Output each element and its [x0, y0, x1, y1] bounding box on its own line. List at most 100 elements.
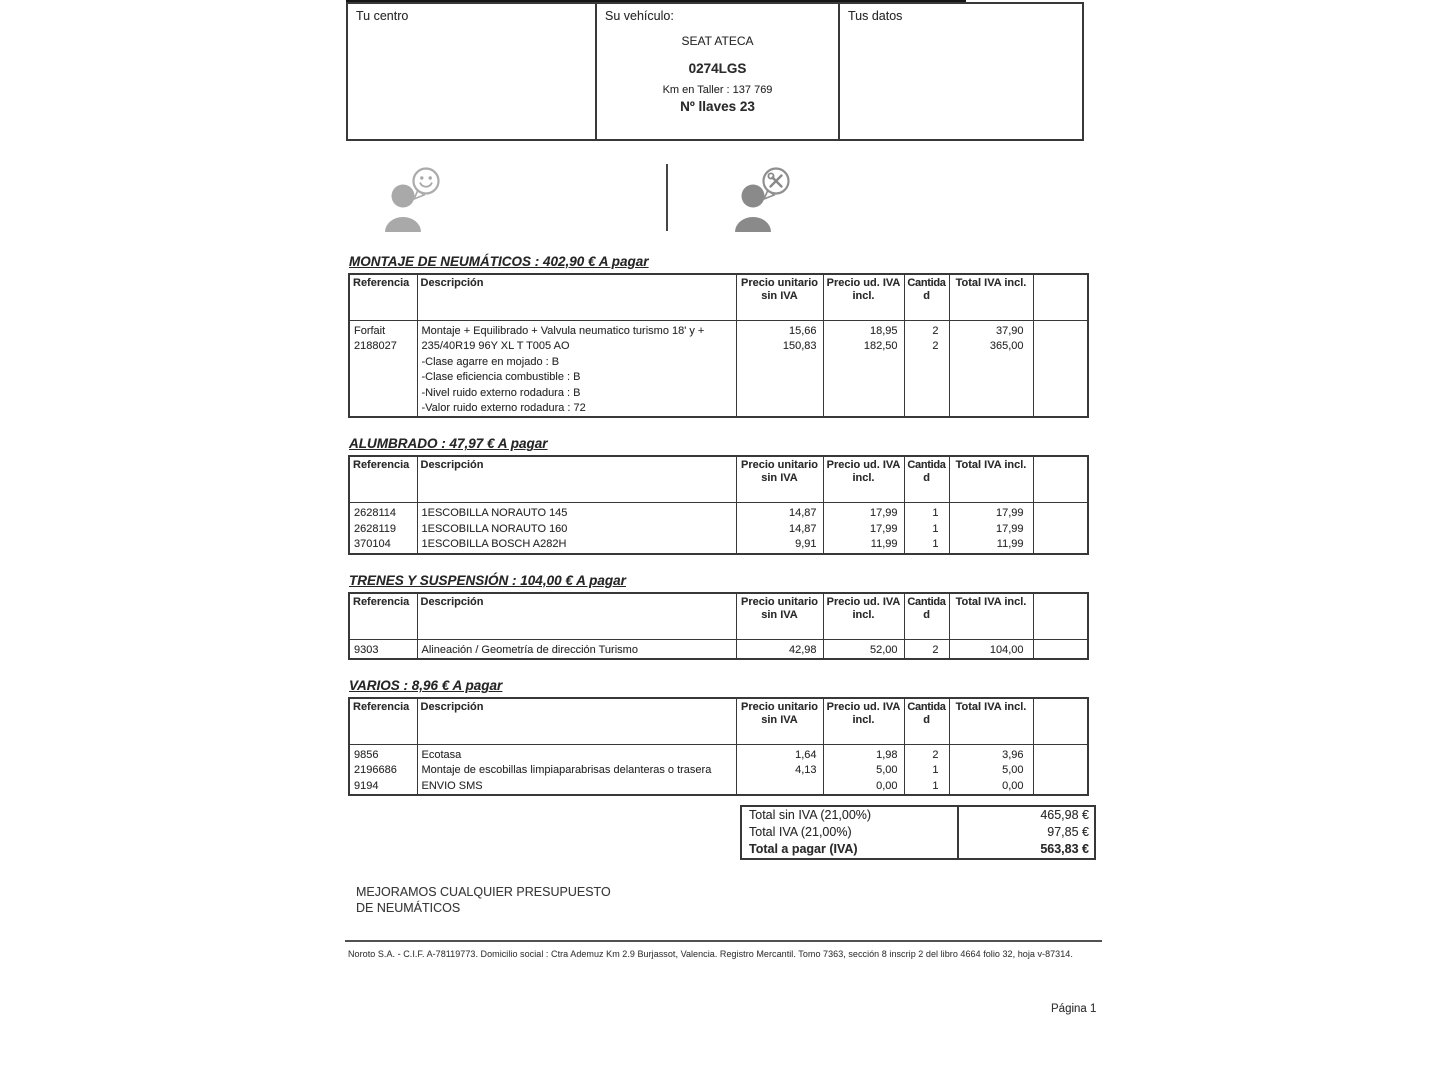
table-row: -Nivel ruido externo rodadura : B	[348, 385, 1089, 402]
col-header-referencia: Referencia	[348, 273, 418, 321]
table-header-row: Referencia Descripción Precio unitario s…	[348, 455, 1089, 504]
table-row: -Valor ruido externo rodadura : 72	[348, 401, 1089, 418]
cell-referencia: 2628119	[348, 521, 418, 538]
cell-cantidad: 2	[903, 639, 950, 660]
vehicle-km: Km en Taller : 137 769	[662, 84, 773, 96]
service-table: Referencia Descripción Precio unitario s…	[348, 273, 1089, 419]
cell-referencia: Forfait	[348, 320, 418, 340]
col-header-referencia: Referencia	[348, 455, 418, 504]
cell-referencia: 2628114	[348, 502, 418, 522]
cell-cantidad: 2	[903, 339, 950, 355]
cell-descripcion: -Clase agarre en mojado : B	[416, 354, 737, 371]
table-row: 2628114 1ESCOBILLA NORAUTO 145 14,87 17,99 1…	[348, 502, 1089, 522]
page-number: Página 1	[1051, 1003, 1097, 1015]
cell-empty	[1032, 339, 1089, 355]
cell-precio-iva-incl	[822, 385, 905, 402]
section-title: MONTAJE DE NEUMÁTICOS : 402,90 € A pagar	[349, 254, 649, 269]
cell-empty	[1032, 401, 1089, 418]
table-row: -Clase eficiencia combustible : B	[348, 370, 1089, 386]
col-header-cantidad: Cantidad	[903, 697, 950, 746]
cell-empty	[1032, 385, 1089, 402]
col-header-descripcion: Descripción	[416, 697, 737, 746]
promo-text: MEJORAMOS CUALQUIER PRESUPUESTO DE NEUMÁ…	[356, 884, 611, 916]
cell-total-iva-incl: 365,00	[948, 339, 1034, 355]
service-section: ALUMBRADO : 47,97 € A pagar Referencia D…	[348, 435, 1089, 555]
cell-referencia	[348, 354, 418, 371]
scan-artifact-bar	[346, 0, 966, 3]
cell-precio-sin-iva: 150,83	[735, 339, 824, 355]
vehicle-model: SEAT ATECA	[681, 34, 754, 48]
cell-descripcion: -Clase eficiencia combustible : B	[416, 370, 737, 386]
cell-cantidad: 1	[903, 778, 950, 796]
cell-empty	[1032, 320, 1089, 340]
service-section: MONTAJE DE NEUMÁTICOS : 402,90 € A pagar…	[348, 253, 1089, 419]
promo-line-2: DE NEUMÁTICOS	[356, 901, 461, 915]
service-table: Referencia Descripción Precio unitario s…	[348, 591, 1089, 661]
col-header-empty	[1032, 273, 1089, 321]
cell-total-iva-incl: 17,99	[948, 521, 1034, 538]
cell-precio-sin-iva: 14,87	[735, 521, 824, 538]
totals-box: Total sin IVA (21,00%) 465,98 € Total IV…	[740, 805, 1096, 860]
cell-referencia: 2188027	[348, 339, 418, 355]
cell-precio-sin-iva	[735, 401, 824, 418]
table-row: 2196686 Montaje de escobillas limpiaparab…	[348, 763, 1089, 779]
table-row: 9303 Alineación / Geometría de dirección …	[348, 639, 1089, 660]
col-header-empty	[1032, 455, 1089, 504]
cell-cantidad: 2	[903, 320, 950, 340]
cell-precio-sin-iva: 4,13	[735, 763, 824, 779]
cell-precio-iva-incl	[822, 354, 905, 371]
table-row: -Clase agarre en mojado : B	[348, 354, 1089, 371]
cell-cantidad: 2	[903, 744, 950, 764]
cell-empty	[1032, 537, 1089, 554]
vehicle-box: Su vehículo: SEAT ATECA 0274LGS Km en Ta…	[595, 2, 840, 141]
cell-precio-iva-incl: 18,95	[822, 320, 905, 340]
cell-precio-iva-incl: 11,99	[822, 537, 905, 554]
cell-cantidad: 1	[903, 521, 950, 538]
col-header-total-iva-incl: Total IVA incl.	[948, 697, 1034, 746]
section-title: VARIOS : 8,96 € A pagar	[349, 678, 503, 694]
datos-label: Tus datos	[848, 9, 903, 23]
vehicle-plate: 0274LGS	[688, 61, 747, 76]
service-section: VARIOS : 8,96 € A pagar Referencia Descr…	[348, 677, 1089, 797]
col-header-cantidad: Cantidad	[903, 455, 950, 504]
total-value: 563,83 €	[1040, 842, 1089, 856]
cell-referencia: 2196686	[348, 763, 418, 779]
cell-precio-iva-incl	[822, 401, 905, 418]
cell-referencia	[348, 385, 418, 402]
table-header-row: Referencia Descripción Precio unitario s…	[348, 592, 1089, 640]
total-row-iva: Total IVA (21,00%) 97,85 €	[742, 824, 1094, 841]
cell-total-iva-incl	[948, 370, 1034, 386]
icons-divider	[666, 164, 668, 231]
cell-total-iva-incl: 0,00	[948, 778, 1034, 796]
col-header-referencia: Referencia	[348, 697, 418, 746]
table-row: 2628119 1ESCOBILLA NORAUTO 160 14,87 17,99 1…	[348, 521, 1089, 538]
cell-descripcion: 1ESCOBILLA NORAUTO 160	[416, 521, 737, 538]
cell-total-iva-incl: 104,00	[948, 639, 1034, 660]
cell-descripcion: 1ESCOBILLA NORAUTO 145	[416, 502, 737, 522]
cell-total-iva-incl	[948, 354, 1034, 371]
cell-precio-iva-incl: 182,50	[822, 339, 905, 355]
cell-descripcion: -Nivel ruido externo rodadura : B	[416, 385, 737, 402]
cell-total-iva-incl: 17,99	[948, 502, 1034, 522]
cell-empty	[1032, 744, 1089, 764]
total-label: Total a pagar (IVA)	[742, 841, 959, 858]
col-header-precio-iva-incl: Precio ud. IVA incl.	[822, 273, 905, 321]
col-header-descripcion: Descripción	[416, 273, 737, 321]
cell-empty	[1032, 639, 1089, 660]
cell-empty	[1032, 763, 1089, 779]
cell-cantidad	[903, 385, 950, 402]
table-row: 9856 Ecotasa 1,64 1,98 2 3,96	[348, 744, 1089, 764]
cell-empty	[1032, 502, 1089, 522]
cell-empty	[1032, 778, 1089, 796]
vehicle-keys: Nº llaves 23	[680, 99, 755, 114]
col-header-cantidad: Cantidad	[903, 592, 950, 640]
mechanic-tools-speech-bubble-icon	[735, 167, 790, 232]
cell-precio-iva-incl: 17,99	[822, 521, 905, 538]
cell-empty	[1032, 521, 1089, 538]
cell-referencia: 370104	[348, 537, 418, 554]
cell-precio-iva-incl: 0,00	[822, 778, 905, 796]
cell-precio-iva-incl: 1,98	[822, 744, 905, 764]
cell-referencia: 9194	[348, 778, 418, 796]
cell-cantidad: 1	[903, 502, 950, 522]
col-header-descripcion: Descripción	[416, 592, 737, 640]
